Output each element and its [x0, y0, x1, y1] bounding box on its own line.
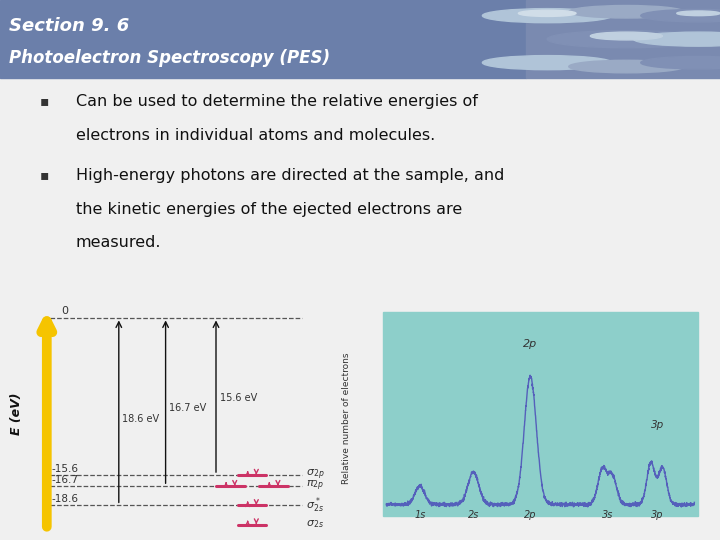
Text: ▪: ▪	[40, 168, 49, 182]
Circle shape	[482, 9, 612, 23]
Text: Relative number of electrons: Relative number of electrons	[342, 353, 351, 484]
Bar	[0, 0, 526, 78]
Text: E (eV): E (eV)	[9, 392, 23, 435]
Circle shape	[547, 31, 706, 48]
Text: 1s: 1s	[414, 510, 426, 520]
Text: 15.6 eV: 15.6 eV	[220, 393, 257, 403]
Text: $\sigma_{2p}$: $\sigma_{2p}$	[306, 468, 325, 482]
Text: Photoelectron Spectroscopy (PES): Photoelectron Spectroscopy (PES)	[9, 49, 330, 66]
Text: -16.7: -16.7	[51, 475, 78, 484]
Text: the kinetic energies of the ejected electrons are: the kinetic energies of the ejected elec…	[76, 201, 462, 217]
Text: Can be used to determine the relative energies of: Can be used to determine the relative en…	[76, 94, 477, 109]
Text: 3p: 3p	[652, 510, 664, 520]
Circle shape	[482, 56, 612, 70]
Text: 3s: 3s	[602, 510, 613, 520]
Circle shape	[569, 60, 684, 73]
Text: 2p: 2p	[523, 339, 537, 349]
Circle shape	[641, 56, 720, 69]
Text: High-energy photons are directed at the sample, and: High-energy photons are directed at the …	[76, 168, 504, 183]
Text: 0: 0	[61, 306, 68, 316]
Text: 18.6 eV: 18.6 eV	[122, 414, 160, 423]
Circle shape	[677, 11, 720, 16]
Text: $\sigma_{2s}$: $\sigma_{2s}$	[306, 518, 324, 530]
Text: $\pi_{2p}$: $\pi_{2p}$	[306, 479, 324, 494]
Text: ▪: ▪	[40, 94, 49, 108]
Text: Section 9. 6: Section 9. 6	[9, 17, 129, 35]
Text: electrons in individual atoms and molecules.: electrons in individual atoms and molecu…	[76, 127, 435, 143]
Text: -15.6: -15.6	[51, 463, 78, 474]
Circle shape	[518, 10, 576, 16]
Text: 3p: 3p	[651, 420, 664, 430]
Text: $\sigma^*_{2s}$: $\sigma^*_{2s}$	[306, 496, 324, 515]
Bar	[526, 0, 720, 78]
Circle shape	[569, 5, 684, 18]
Circle shape	[590, 32, 662, 40]
Circle shape	[634, 32, 720, 46]
Circle shape	[641, 9, 720, 22]
Text: 16.7 eV: 16.7 eV	[169, 403, 207, 414]
Text: measured.: measured.	[76, 235, 161, 250]
Text: 2p: 2p	[524, 510, 536, 520]
Text: -18.6: -18.6	[51, 494, 78, 504]
Bar	[383, 312, 698, 516]
Text: 2s: 2s	[468, 510, 479, 520]
